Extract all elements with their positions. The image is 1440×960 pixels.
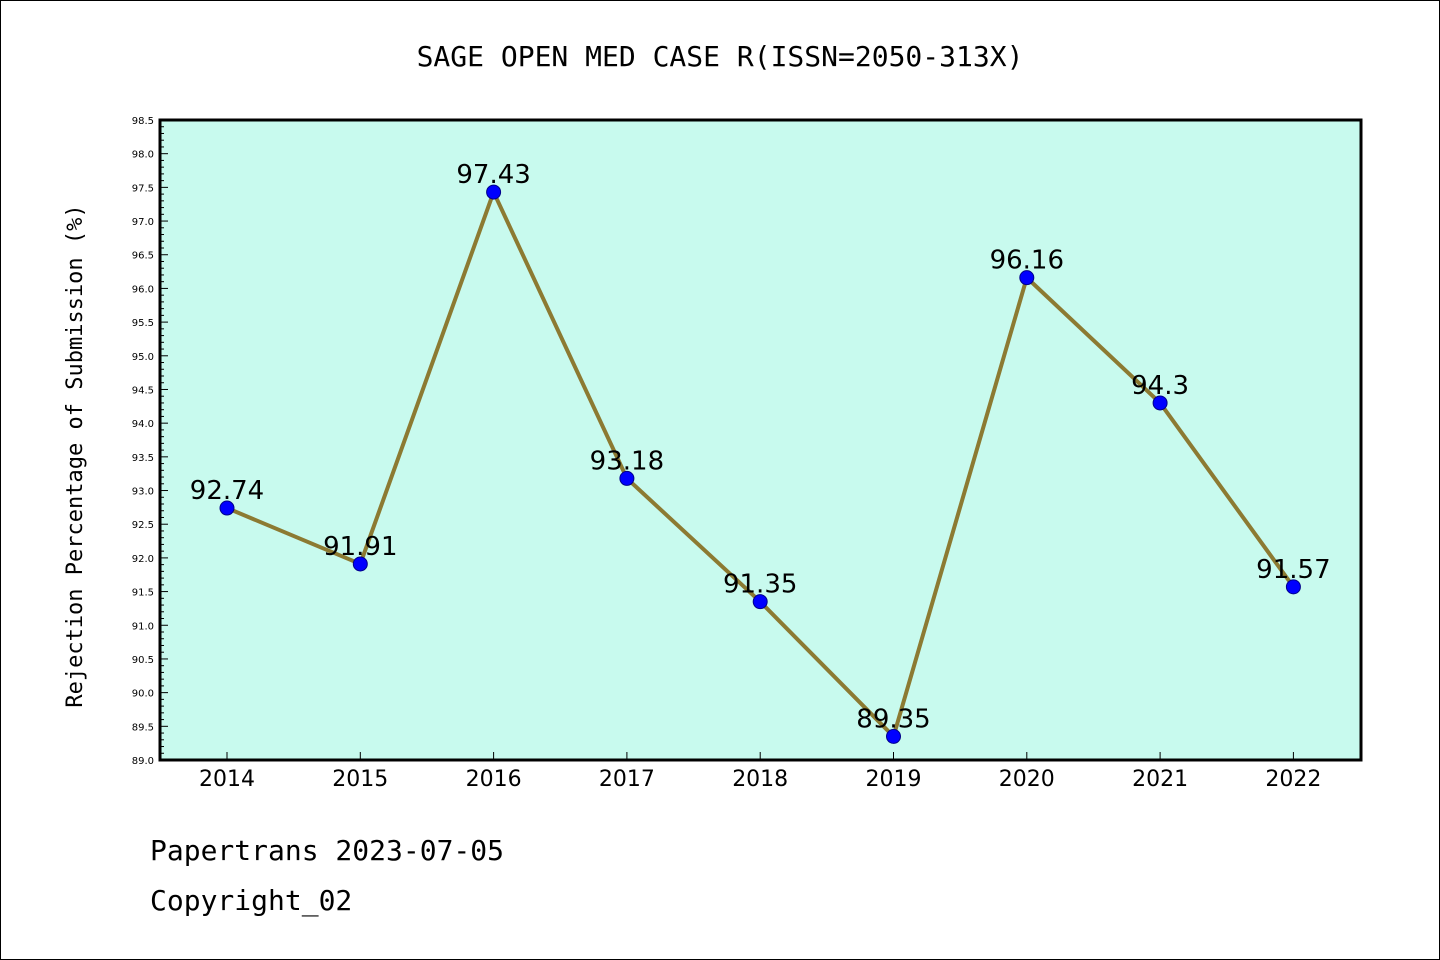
footer-copyright: Copyright_02: [150, 884, 353, 917]
y-tick-label: 91.0: [132, 621, 154, 632]
y-tick-label: 97.5: [132, 183, 154, 194]
data-label: 92.74: [190, 476, 264, 506]
data-label: 96.16: [990, 246, 1064, 276]
y-tick-label: 89.0: [132, 756, 154, 767]
y-tick-label: 89.5: [132, 722, 154, 733]
x-tick-label: 2018: [732, 767, 788, 792]
x-tick-label: 2019: [866, 767, 922, 792]
y-tick-label: 90.0: [132, 689, 154, 700]
data-point: [1285, 579, 1301, 595]
y-tick-label: 94.0: [132, 419, 154, 430]
marker-group: [219, 184, 1301, 744]
x-tick-label: 2014: [199, 767, 255, 792]
data-point: [752, 594, 768, 610]
data-label: 89.35: [856, 704, 930, 734]
data-point: [352, 556, 368, 572]
footer-source-date: Papertrans 2023-07-05: [150, 834, 505, 867]
data-point: [486, 184, 502, 200]
data-point: [1152, 395, 1168, 411]
data-label: 91.91: [323, 532, 397, 562]
y-tick-label: 97.0: [132, 217, 154, 228]
y-tick-label: 98.5: [132, 116, 154, 127]
y-tick-label: 91.5: [132, 588, 154, 599]
data-label: 97.43: [456, 160, 530, 190]
x-tick-label: 2021: [1132, 767, 1188, 792]
x-tick-label: 2015: [332, 767, 388, 792]
x-tick-label: 2020: [999, 767, 1055, 792]
data-point: [619, 470, 635, 486]
data-label: 91.35: [723, 570, 797, 600]
data-point: [886, 728, 901, 744]
y-tick-label: 92.0: [132, 554, 154, 565]
y-tick-label: 96.5: [132, 251, 154, 262]
data-point: [219, 500, 235, 516]
data-point: [1019, 270, 1035, 286]
y-tick-label: 95.5: [132, 318, 154, 329]
data-label: 91.57: [1256, 555, 1330, 585]
y-tick-label: 95.0: [132, 352, 154, 363]
y-tick-label: 92.5: [132, 520, 154, 531]
data-label-group: 92.74 91.91 97.43 93.18 91.35 89.35 96.16 94.3 9…: [190, 160, 1331, 734]
chart-title: SAGE OPEN MED CASE R(ISSN=2050-313X): [417, 40, 1024, 73]
y-tick-label: 90.5: [132, 655, 154, 666]
data-label: 94.3: [1131, 371, 1189, 401]
x-axis: 2014 2015 2016 2017 2018 2019 2020 2021 2022: [199, 752, 1321, 792]
x-tick-label: 2022: [1265, 767, 1321, 792]
data-label: 93.18: [590, 446, 664, 476]
y-tick-label: 93.0: [132, 487, 154, 498]
y-tick-label: 94.5: [132, 385, 154, 396]
y-axis: 89.0 89.5 90.0 90.5 91.0 91.5 92.0 92.5 93.0 93.5…: [132, 116, 168, 767]
x-tick-label: 2017: [599, 767, 655, 792]
plot-area: [158, 118, 1363, 762]
y-axis-label: Rejection Percentage of Submission (%): [63, 204, 88, 707]
y-tick-label: 96.0: [132, 284, 154, 295]
x-tick-label: 2016: [466, 767, 522, 792]
y-tick-label: 98.0: [132, 150, 154, 161]
y-tick-label: 93.5: [132, 453, 154, 464]
